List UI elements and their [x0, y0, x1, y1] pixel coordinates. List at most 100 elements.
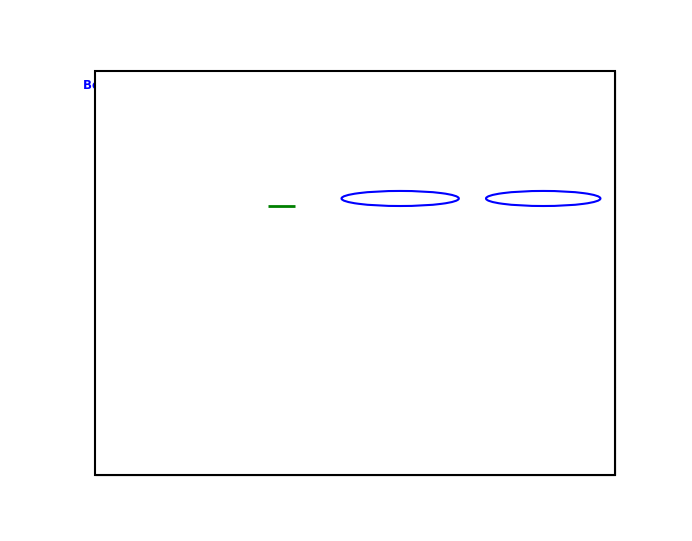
Text: AX: AX [276, 103, 295, 116]
Text: T-shape: T-shape [377, 369, 424, 382]
Text: Trigonal bipyramidal: Trigonal bipyramidal [340, 325, 461, 338]
Text: Tetrahedral: Tetrahedral [509, 259, 577, 272]
Bar [329, 298, 472, 320]
Text: Trigonal bipyramidal: Trigonal bipyramidal [483, 325, 603, 338]
Bar [472, 143, 614, 165]
Bar [95, 165, 167, 187]
Bar [95, 276, 167, 298]
Bar [167, 143, 235, 165]
Bar [95, 409, 167, 431]
Text: 3: 3 [127, 259, 135, 272]
Text: 0: 0 [197, 103, 206, 116]
Text: Octahedral: Octahedral [511, 436, 576, 448]
Text: 2: 2 [291, 287, 297, 295]
Bar [167, 342, 235, 365]
Text: 2: 2 [197, 369, 205, 382]
Text: 2: 2 [280, 198, 286, 207]
Bar [95, 143, 167, 165]
Text: 3: 3 [197, 302, 205, 316]
Text: 2: 2 [127, 391, 135, 404]
Text: Linear: Linear [382, 302, 419, 316]
Text: 1: 1 [197, 436, 205, 448]
Bar [472, 431, 614, 453]
Bar [95, 99, 167, 121]
Text: AXN: AXN [271, 302, 300, 316]
Bar [235, 276, 329, 298]
Text: 2: 2 [280, 287, 286, 295]
Text: Trigonal bipyramidal: Trigonal bipyramidal [483, 369, 603, 382]
Text: Linear: Linear [382, 391, 419, 404]
Text: Bonded atoms: Bonded atoms [84, 78, 179, 91]
Text: AXN: AXN [273, 148, 302, 161]
Text: 6: 6 [286, 419, 292, 428]
Bar [472, 453, 614, 475]
Text: 3: 3 [197, 391, 205, 404]
Bar [95, 209, 167, 232]
Bar [472, 320, 614, 342]
Bar [329, 320, 472, 342]
Text: Linear: Linear [382, 148, 419, 161]
Bar [472, 121, 614, 143]
Text: 2: 2 [286, 131, 292, 141]
Text: 0: 0 [197, 236, 206, 249]
Text: 4: 4 [127, 458, 135, 471]
Text: 3: 3 [286, 176, 292, 185]
Bar [167, 121, 235, 143]
Bar [167, 320, 235, 342]
Text: N: N [285, 281, 295, 294]
Bar [329, 453, 472, 475]
Text: AX: AX [268, 192, 288, 205]
Text: 4: 4 [127, 347, 135, 360]
Text: 1: 1 [291, 353, 297, 362]
Text: 2: 2 [289, 220, 295, 229]
Text: Linear: Linear [525, 126, 562, 138]
Text: Trigonal bipyramidal: Trigonal bipyramidal [483, 391, 603, 404]
Text: N: N [285, 391, 295, 404]
Text: 1: 1 [291, 441, 297, 451]
Bar [472, 254, 614, 276]
Bar [472, 165, 614, 187]
Bar [235, 165, 329, 187]
Text: Linear: Linear [525, 148, 562, 161]
Text: 1: 1 [197, 259, 205, 272]
Text: Lone pairs: Lone pairs [167, 78, 236, 91]
Text: 2: 2 [291, 375, 297, 384]
Bar [167, 71, 235, 99]
Text: 2: 2 [197, 458, 205, 471]
Text: 4: 4 [280, 353, 287, 362]
Text: Bent or V-shape: Bent or V-shape [353, 192, 448, 205]
Text: 5: 5 [127, 325, 135, 338]
Bar [329, 99, 472, 121]
Bar [235, 298, 329, 320]
Bar [167, 409, 235, 431]
Text: 1: 1 [127, 148, 135, 161]
Text: 2: 2 [291, 464, 297, 473]
Text: AX: AX [273, 325, 293, 338]
Bar [329, 342, 472, 365]
Text: AX: AX [268, 281, 288, 294]
Text: Linear: Linear [382, 214, 419, 227]
Text: 0: 0 [197, 126, 206, 138]
Bar [167, 431, 235, 453]
Text: Trigonal bipyramidal: Trigonal bipyramidal [483, 347, 603, 360]
Text: Octahedral: Octahedral [367, 413, 433, 426]
Bar [329, 409, 472, 431]
Bar [472, 232, 614, 254]
Bar [235, 254, 329, 276]
Bar [167, 209, 235, 232]
Bar [472, 99, 614, 121]
Text: 5: 5 [280, 441, 286, 451]
Bar [472, 387, 614, 409]
Bar [329, 365, 472, 387]
Bar [329, 121, 472, 143]
Text: 0: 0 [197, 413, 206, 426]
Text: AX: AX [268, 391, 288, 404]
Bar [472, 71, 614, 99]
Bar [95, 187, 167, 209]
Text: Tetrahedral: Tetrahedral [509, 281, 577, 294]
Bar [235, 121, 329, 143]
Text: AX: AX [268, 436, 288, 448]
Bar [329, 387, 472, 409]
Bar [167, 165, 235, 187]
Bar [235, 320, 329, 342]
